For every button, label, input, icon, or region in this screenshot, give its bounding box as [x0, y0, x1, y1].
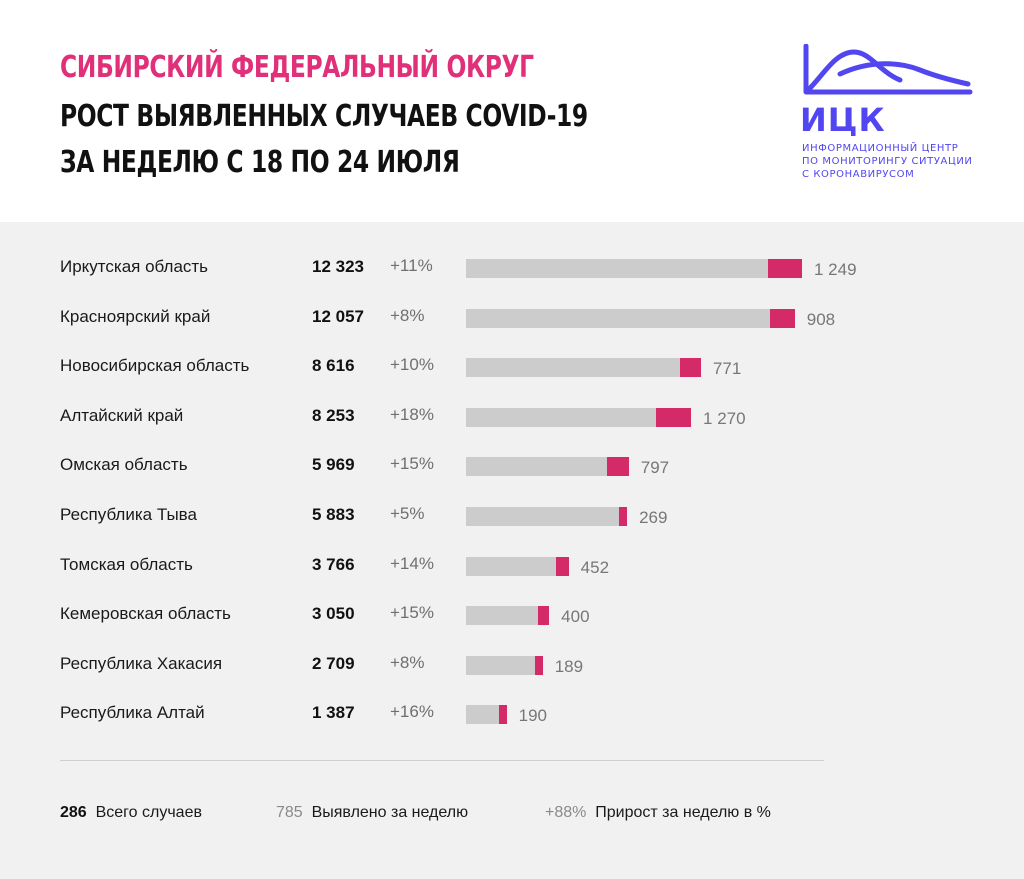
- bar-total-previous: [466, 407, 657, 427]
- legend-total: 286 Всего случаев: [60, 803, 202, 823]
- header: Сибирский федеральный округ Рост выявлен…: [0, 0, 1024, 222]
- bar-new-cases: [619, 507, 628, 526]
- row-growth-percent: +16%: [390, 702, 434, 722]
- bar-new-cases: [534, 655, 543, 675]
- bar-new-cases: [607, 457, 629, 477]
- bar-new-cases: [556, 556, 569, 576]
- row-growth-percent: +14%: [390, 553, 434, 573]
- row-new-cases-value: 1 249: [814, 260, 857, 279]
- row-new-cases-value: 1 270: [703, 408, 746, 428]
- row-total-value: 2 709: [312, 653, 355, 673]
- legend-growth: +88% Прирост за неделю в %: [545, 803, 771, 823]
- logo-caption: Информационный центр по мониторингу ситу…: [802, 142, 972, 181]
- row-total-value: 3 050: [312, 604, 355, 624]
- chart-panel: [0, 222, 1024, 879]
- row-label: Красноярский край: [60, 306, 211, 326]
- legend-new: 785 Выявлено за неделю: [276, 803, 468, 823]
- row-growth-percent: +15%: [390, 454, 434, 474]
- bar-total-previous: [466, 556, 557, 576]
- row-total-value: 12 057: [312, 306, 364, 326]
- legend-growth-label: Прирост за неделю в %: [595, 804, 771, 821]
- row-new-cases-value: 797: [640, 458, 670, 478]
- row-growth-percent: +10%: [390, 355, 434, 375]
- legend-growth-value: +88%: [545, 804, 587, 821]
- row-total-value: 8 253: [312, 405, 355, 425]
- bar-total-previous: [466, 507, 620, 526]
- legend-divider: [60, 760, 824, 761]
- bar-new-cases: [538, 606, 550, 626]
- bar-total-previous: [466, 705, 499, 725]
- bar-total-previous: [466, 655, 535, 675]
- logo-abbreviation: ИЦК: [800, 101, 886, 139]
- logo-caption-line: с коронавирусом: [802, 169, 915, 180]
- title-period: за неделю с 18 по 24 июля: [60, 145, 460, 180]
- row-total-value: 8 616: [312, 356, 355, 376]
- bar-total-previous: [466, 308, 770, 328]
- bar-total-previous: [466, 606, 539, 626]
- row-growth-percent: +18%: [390, 404, 434, 424]
- row-label: Алтайский край: [60, 405, 184, 425]
- logo-caption-line: по мониторингу ситуации: [802, 156, 973, 167]
- row-new-cases-value: 400: [561, 607, 590, 627]
- logo-caption-line: Информационный центр: [802, 143, 959, 154]
- bar-new-cases: [498, 705, 507, 725]
- row-growth-percent: +8%: [390, 652, 425, 672]
- logo: ИЦК Информационный центр по мониторингу …: [800, 44, 990, 194]
- row-total-value: 5 969: [312, 455, 355, 475]
- legend-total-label: Всего случаев: [95, 804, 202, 821]
- bar-total-previous: [466, 457, 608, 477]
- row-growth-percent: +15%: [390, 603, 434, 623]
- row-new-cases-value: 190: [518, 706, 547, 726]
- bar-total-previous: [466, 259, 768, 278]
- legend-new-label: Выявлено за неделю: [311, 804, 469, 821]
- bar-new-cases: [767, 259, 802, 278]
- row-new-cases-value: 189: [554, 656, 584, 676]
- row-total-value: 12 323: [312, 257, 364, 276]
- row-total-value: 5 883: [312, 505, 355, 524]
- row-new-cases-value: 908: [806, 309, 836, 329]
- row-new-cases-value: 452: [580, 557, 610, 577]
- logo-mountain-icon: [803, 44, 973, 95]
- bar-new-cases: [769, 308, 795, 328]
- row-label: Томская область: [60, 554, 193, 574]
- row-new-cases-value: 771: [712, 359, 742, 379]
- row-label: Республика Тыва: [60, 505, 197, 524]
- title-main: Рост выявленных случаев COVID-19: [60, 99, 588, 134]
- row-growth-percent: +5%: [390, 504, 425, 523]
- row-label: Иркутская область: [60, 257, 209, 276]
- row-new-cases-value: 269: [639, 508, 668, 527]
- bar-new-cases: [656, 407, 692, 427]
- legend-total-value: 286: [60, 804, 87, 821]
- row-label: Кемеровская область: [60, 604, 231, 624]
- row-label: Омская область: [60, 455, 188, 475]
- bar-total-previous: [466, 358, 680, 378]
- row-growth-percent: +8%: [390, 305, 425, 325]
- row-label: Республика Алтай: [60, 703, 205, 723]
- bar-new-cases: [679, 358, 701, 378]
- title-region: Сибирский федеральный округ: [60, 50, 534, 85]
- row-growth-percent: +11%: [390, 256, 433, 275]
- legend-new-value: 785: [276, 804, 303, 821]
- row-total-value: 1 387: [312, 703, 355, 723]
- row-total-value: 3 766: [312, 554, 355, 574]
- row-label: Новосибирская область: [60, 356, 250, 376]
- row-label: Республика Хакасия: [60, 653, 223, 673]
